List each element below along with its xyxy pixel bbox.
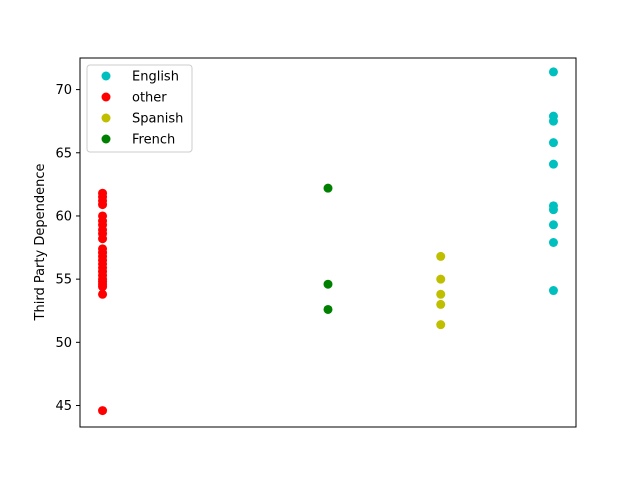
y-tick-label: 60 bbox=[55, 209, 72, 224]
y-axis-label: Third Party Dependence bbox=[33, 164, 48, 322]
point-english bbox=[548, 67, 558, 77]
y-tick-label: 50 bbox=[55, 336, 72, 351]
point-english bbox=[548, 116, 558, 126]
y-axis: 45 50 55 60 65 70 bbox=[55, 83, 80, 414]
y-tick-label: 70 bbox=[55, 83, 72, 98]
legend-label-english: English bbox=[132, 70, 179, 85]
y-tick-label: 45 bbox=[55, 399, 72, 414]
legend-marker-spanish bbox=[101, 113, 111, 123]
legend-box bbox=[86, 64, 193, 153]
point-other bbox=[98, 289, 108, 299]
point-english bbox=[548, 138, 558, 148]
point-other bbox=[98, 200, 108, 210]
point-english bbox=[548, 159, 558, 169]
point-spanish bbox=[436, 299, 446, 309]
point-french bbox=[323, 304, 333, 314]
legend-label-french: French bbox=[132, 133, 175, 148]
legend-label-other: other bbox=[132, 91, 167, 106]
point-spanish bbox=[436, 320, 446, 330]
y-tick-label: 55 bbox=[55, 273, 72, 288]
legend-marker-french bbox=[101, 134, 111, 144]
point-english bbox=[548, 286, 558, 296]
point-other bbox=[98, 234, 108, 244]
point-english bbox=[548, 220, 558, 230]
plot-area-frame bbox=[79, 57, 577, 428]
legend-marker-other bbox=[101, 92, 111, 102]
legend: English other Spanish French bbox=[86, 64, 193, 153]
legend-label-spanish: Spanish bbox=[132, 112, 183, 127]
point-english bbox=[548, 205, 558, 215]
point-french bbox=[323, 279, 333, 289]
data-points bbox=[98, 67, 558, 416]
point-english bbox=[548, 238, 558, 247]
point-other bbox=[98, 282, 108, 292]
point-other bbox=[98, 406, 108, 416]
point-french bbox=[323, 183, 333, 193]
y-tick-label: 65 bbox=[55, 146, 72, 161]
legend-marker-english bbox=[101, 71, 111, 81]
point-spanish bbox=[436, 289, 446, 299]
point-spanish bbox=[436, 251, 446, 261]
point-spanish bbox=[436, 274, 446, 284]
